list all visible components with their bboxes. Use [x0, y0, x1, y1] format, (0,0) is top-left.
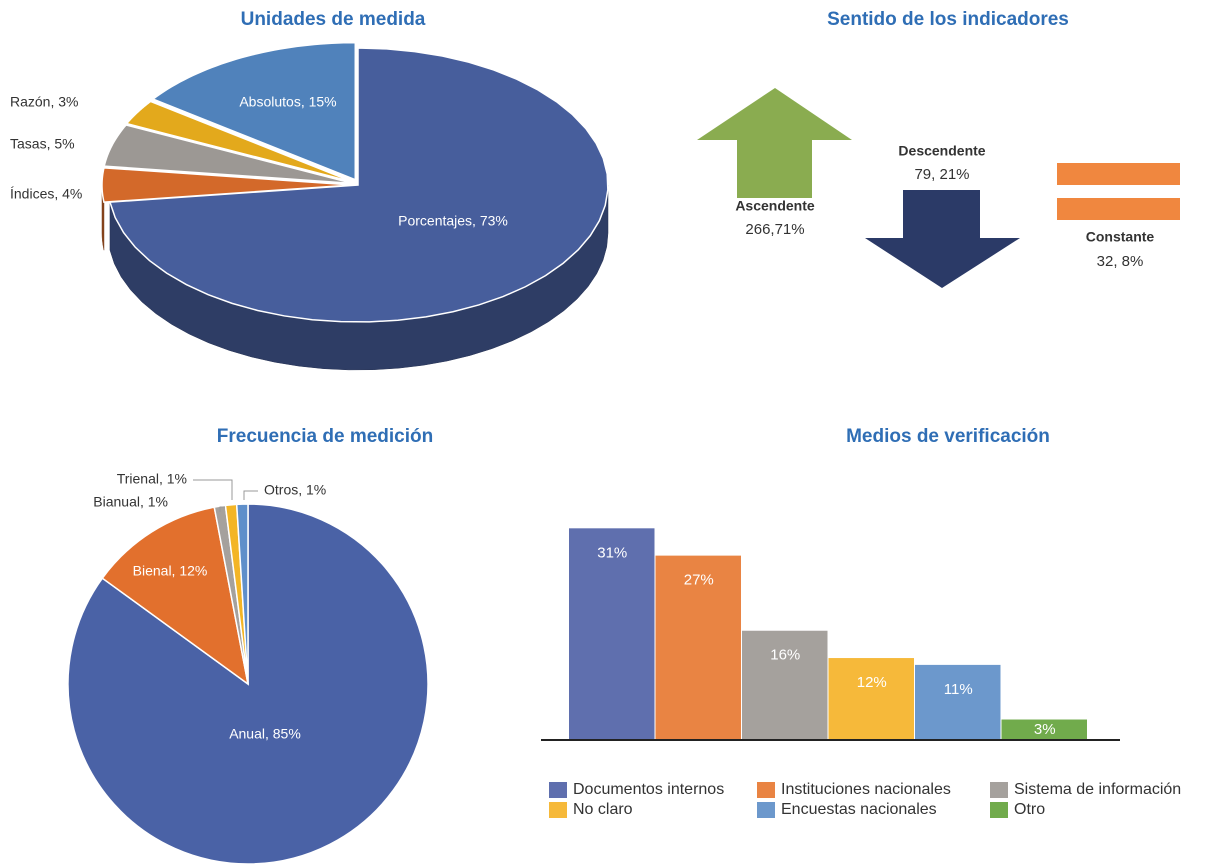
slice-label: Bienal, 12%: [133, 563, 208, 579]
slice-label: Trienal, 1%: [117, 471, 187, 487]
value-label: 79, 21%: [914, 166, 969, 183]
value-label: 3%: [1034, 721, 1056, 738]
slice-label: Porcentajes, 73%: [398, 213, 508, 229]
bar: [742, 630, 828, 740]
legend-swatch: [549, 782, 567, 798]
legend-swatch: [549, 802, 567, 818]
pie-slice: [235, 503, 249, 685]
equal-bar: [1057, 163, 1180, 185]
pie-slice: [103, 124, 353, 185]
legend-swatch: [990, 802, 1008, 818]
legend-label: Encuestas nacionales: [781, 801, 937, 818]
leader-line: [193, 479, 233, 500]
pie-slice: [101, 167, 353, 203]
value-label: 12%: [857, 674, 887, 691]
chart-title: Frecuencia de medición: [217, 426, 433, 447]
chart-title: Medios de verificación: [846, 426, 1050, 447]
slice-label: Anual, 85%: [229, 726, 301, 742]
slice-label: Otros, 1%: [264, 482, 326, 498]
bar: [1001, 719, 1087, 740]
legend-label: Sistema de información: [1014, 781, 1181, 798]
pie-slice: [151, 41, 357, 181]
slice-label: Índices, 4%: [10, 186, 82, 202]
chart-title: Sentido de los indicadores: [827, 9, 1069, 30]
leader-line: [243, 490, 258, 500]
pie-slice: [67, 503, 429, 865]
pie-slice: [108, 47, 609, 323]
bar: [569, 528, 655, 740]
value-label: 11%: [944, 681, 973, 698]
legend-swatch: [757, 802, 775, 818]
pie-slice: [101, 506, 250, 686]
arrow-up: [697, 88, 852, 198]
category-label: Ascendente: [735, 198, 815, 214]
value-label: 266,71%: [745, 221, 804, 238]
arrow-down: [865, 190, 1020, 288]
bar: [828, 658, 914, 740]
legend-swatch: [990, 782, 1008, 798]
leader-line: [219, 506, 225, 512]
legend-label: Otro: [1014, 801, 1045, 818]
legend-label: No claro: [573, 801, 633, 818]
slice-label: Bianual, 1%: [93, 494, 168, 510]
category-label: Constante: [1086, 229, 1155, 245]
slice-label: Absolutos, 15%: [239, 94, 336, 110]
legend-label: Instituciones nacionales: [781, 781, 951, 798]
equal-bar: [1057, 198, 1180, 220]
pie-slice: [125, 100, 354, 183]
value-label: 32, 8%: [1097, 253, 1144, 270]
value-label: 31%: [597, 544, 627, 561]
slice-label: Tasas, 5%: [10, 136, 75, 152]
value-label: 16%: [770, 647, 800, 664]
category-label: Descendente: [898, 143, 985, 159]
bar: [915, 664, 1001, 740]
slice-label: Razón, 3%: [10, 94, 78, 110]
chart-title: Unidades de medida: [241, 9, 426, 30]
bar: [655, 555, 741, 740]
legend-swatch: [757, 782, 775, 798]
value-label: 27%: [684, 572, 714, 589]
legend-label: Documentos internos: [573, 781, 724, 798]
